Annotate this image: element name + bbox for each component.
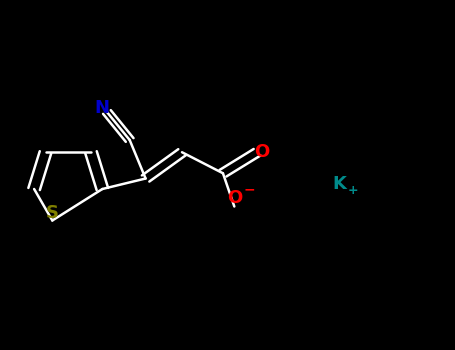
Text: O: O xyxy=(254,143,269,161)
Text: S: S xyxy=(46,204,59,223)
Text: +: + xyxy=(347,184,358,197)
Text: O: O xyxy=(227,189,242,207)
Text: N: N xyxy=(95,99,110,118)
Text: −: − xyxy=(243,183,255,197)
Text: K: K xyxy=(332,175,346,193)
